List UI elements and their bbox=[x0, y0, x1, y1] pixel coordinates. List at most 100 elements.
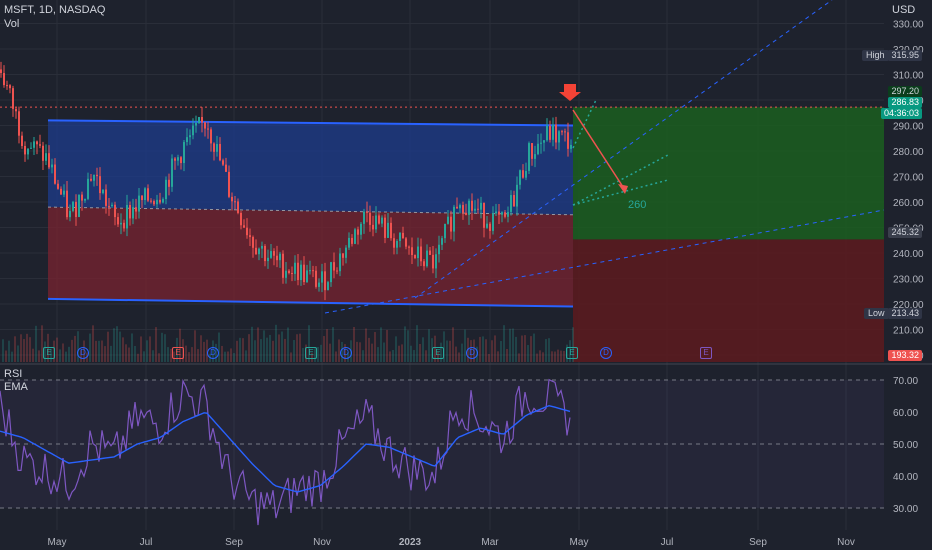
ema-label[interactable]: EMA bbox=[4, 381, 28, 393]
candle-body bbox=[468, 200, 470, 215]
candle-body bbox=[402, 232, 404, 239]
volume-bar bbox=[257, 327, 259, 362]
volume-bar bbox=[269, 334, 271, 362]
volume-bar bbox=[437, 351, 439, 362]
volume-bar bbox=[488, 353, 490, 362]
volume-bar bbox=[557, 349, 559, 362]
earnings-event-marker[interactable]: E bbox=[432, 347, 444, 359]
volume-bar bbox=[365, 328, 367, 362]
rsi-label[interactable]: RSI bbox=[4, 368, 23, 380]
volume-bar bbox=[146, 340, 148, 362]
countdown-badge: 04:36:03 bbox=[880, 108, 922, 119]
volume-bar bbox=[443, 331, 445, 362]
volume-bar bbox=[170, 348, 172, 362]
volume-bar bbox=[71, 339, 73, 362]
volume-bar bbox=[503, 325, 505, 362]
volume-bar bbox=[185, 345, 187, 362]
volume-bar bbox=[29, 337, 31, 362]
time-tick-label: Nov bbox=[313, 537, 331, 548]
candle-body bbox=[312, 270, 314, 272]
earnings-event-marker[interactable]: E bbox=[43, 347, 55, 359]
volume-bar bbox=[254, 340, 256, 362]
candle-body bbox=[63, 190, 65, 195]
high-value: 315.95 bbox=[888, 50, 922, 61]
volume-bar bbox=[59, 349, 61, 362]
candle-body bbox=[405, 238, 407, 247]
earnings-event-marker[interactable]: E bbox=[566, 347, 578, 359]
candle-body bbox=[567, 132, 569, 149]
volume-bar bbox=[296, 334, 298, 362]
volume-bar bbox=[362, 350, 364, 362]
symbol-label[interactable]: MSFT, 1D, NASDAQ bbox=[4, 4, 106, 16]
volume-bar bbox=[38, 350, 40, 362]
volume-bar bbox=[494, 335, 496, 362]
volume-bar bbox=[356, 341, 358, 362]
time-tick-label: May bbox=[48, 537, 67, 548]
volume-bar bbox=[245, 350, 247, 362]
candle-body bbox=[528, 143, 530, 171]
low-value: 213.43 bbox=[888, 308, 922, 319]
channel-lower-zone bbox=[48, 207, 573, 307]
time-tick-label: Jul bbox=[661, 537, 674, 548]
volume-bar bbox=[530, 336, 532, 362]
price-tick-label: 220.00 bbox=[893, 300, 924, 311]
dividend-event-marker[interactable]: D bbox=[340, 347, 352, 359]
candle-body bbox=[417, 246, 419, 259]
volume-bar bbox=[191, 347, 193, 362]
candle-body bbox=[522, 170, 524, 178]
candle-body bbox=[510, 195, 512, 212]
dividend-event-marker[interactable]: D bbox=[77, 347, 89, 359]
earnings-event-marker[interactable]: E bbox=[700, 347, 712, 359]
candle-body bbox=[318, 282, 320, 287]
volume-bar bbox=[446, 340, 448, 362]
candle-body bbox=[255, 247, 257, 255]
volume-bar bbox=[389, 351, 391, 362]
candle-body bbox=[489, 223, 491, 231]
volume-bar bbox=[221, 345, 223, 362]
volume-bar bbox=[233, 353, 235, 362]
candle-body bbox=[357, 229, 359, 235]
dividend-event-marker[interactable]: D bbox=[207, 347, 219, 359]
volume-bar bbox=[320, 344, 322, 362]
dividend-event-marker[interactable]: D bbox=[600, 347, 612, 359]
volume-bar bbox=[251, 326, 253, 362]
volume-bar bbox=[506, 348, 508, 362]
rsi-tick-label: 40.00 bbox=[893, 472, 918, 483]
volume-bar bbox=[329, 343, 331, 362]
candle-body bbox=[135, 207, 137, 212]
channel-lower-line bbox=[47, 297, 574, 308]
candle-body bbox=[219, 143, 221, 161]
volume-bar bbox=[5, 350, 7, 362]
candle-body bbox=[249, 235, 251, 238]
price-tick-label: 310.00 bbox=[893, 71, 924, 82]
volume-bar bbox=[65, 351, 67, 362]
candle-body bbox=[501, 212, 503, 215]
volume-bar bbox=[272, 340, 274, 362]
candle-body bbox=[474, 208, 476, 211]
volume-bar bbox=[242, 338, 244, 362]
volume-bar bbox=[335, 351, 337, 362]
low-label: Low bbox=[864, 308, 889, 319]
candle-body bbox=[99, 176, 101, 194]
volume-bar bbox=[44, 341, 46, 362]
candle-body bbox=[525, 170, 527, 178]
dividend-event-marker[interactable]: D bbox=[466, 347, 478, 359]
candle-body bbox=[282, 253, 284, 278]
volume-bar bbox=[41, 325, 43, 362]
volume-bar bbox=[410, 345, 412, 362]
candle-body bbox=[237, 201, 239, 213]
candle-body bbox=[333, 262, 335, 271]
candle-body bbox=[258, 248, 260, 255]
candle-body bbox=[57, 183, 59, 189]
earnings-event-marker[interactable]: E bbox=[305, 347, 317, 359]
volume-bar bbox=[239, 337, 241, 362]
target-arrow-line bbox=[572, 109, 626, 191]
earnings-event-marker[interactable]: E bbox=[172, 347, 184, 359]
target-arrow-head bbox=[618, 184, 628, 194]
candle-body bbox=[351, 237, 353, 244]
volume-bar bbox=[8, 340, 10, 362]
volume-bar bbox=[140, 336, 142, 362]
candle-body bbox=[393, 238, 395, 248]
